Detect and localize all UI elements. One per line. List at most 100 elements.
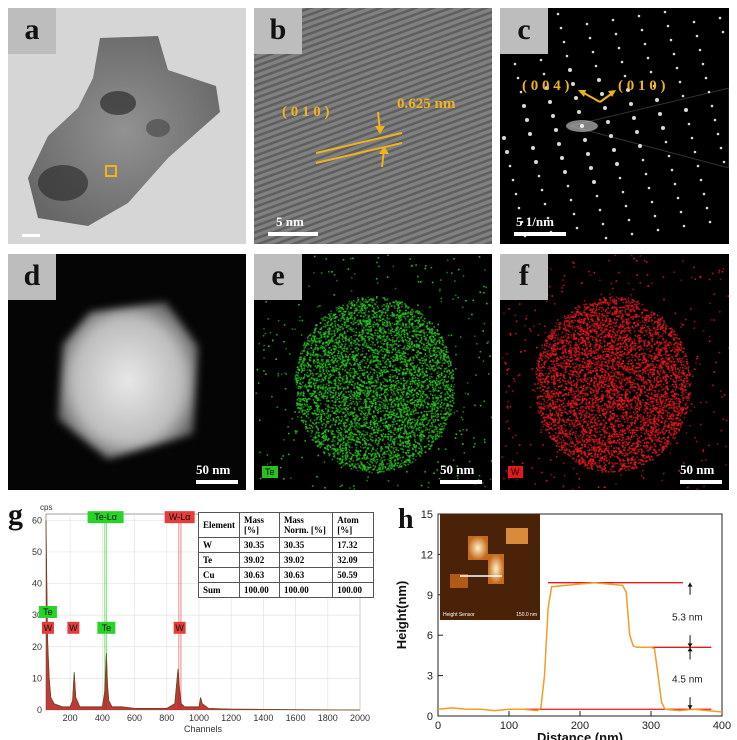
- table-cell: 100.00: [332, 582, 374, 598]
- table-header: Element: [198, 512, 240, 538]
- peak-tag: Te: [97, 621, 116, 634]
- x-tick-label: 100: [500, 720, 518, 732]
- panel-h: h 0 100 200 300 400 0 3 6 9 12 15 Distance (nm) Heig…: [384, 498, 734, 740]
- x-tick-label: 400: [95, 713, 110, 723]
- y-tick-label: 6: [427, 630, 433, 642]
- peak-tag: Te: [38, 606, 57, 618]
- scale-text-d: 50 nm: [196, 462, 231, 477]
- y-tick-label: 0: [37, 705, 42, 715]
- table-row: W 30.35 30.35 17.32: [198, 537, 374, 553]
- table-cell: 39.02: [278, 552, 334, 568]
- selection-box: [105, 165, 117, 177]
- eds-composition-table: Element Mass [%] Mass Norm. [%] Atom [%]…: [198, 512, 374, 598]
- scale-text-f: 50 nm: [680, 462, 715, 477]
- x-tick-label: 600: [127, 713, 142, 723]
- panel-label-e: e: [254, 254, 302, 300]
- table-row: Cu 30.63 30.63 50.59: [198, 567, 374, 583]
- scale-text-e: 50 nm: [440, 462, 475, 477]
- y-tick-label: 20: [32, 642, 42, 652]
- panel-g: g 200 400 600 800 1000 1200 1400 1600 1800 2000 0 1…: [8, 498, 380, 740]
- scale-bar-a: [22, 234, 40, 237]
- peak-tag-label: W-Lα: [169, 512, 191, 522]
- peak-tag-label: W: [44, 623, 53, 633]
- table-cell: 30.63: [278, 567, 334, 583]
- panel-a: a: [8, 8, 246, 244]
- panel-label-c: c: [500, 8, 548, 54]
- table-header: Mass [%]: [239, 512, 280, 538]
- peak-tag-label: W: [175, 623, 184, 633]
- panel-f: f W 50 nm: [500, 254, 729, 490]
- y-axis-label: cps: [40, 503, 52, 512]
- panel-b: b ( 0 1 0 ) 0.625 nm 5 nm: [254, 8, 492, 244]
- table-cell: 30.63: [239, 567, 280, 583]
- panel-e: e Te 50 nm: [254, 254, 492, 490]
- w-map-image: [500, 254, 729, 490]
- peak-tag-label: Te-Lα: [94, 512, 117, 522]
- table-header: Mass Norm. [%]: [278, 512, 334, 538]
- panel-label-f: f: [500, 254, 548, 300]
- x-tick-label: 200: [63, 713, 78, 723]
- panel-label-d: d: [8, 254, 56, 300]
- table-cell: 39.02: [239, 552, 280, 568]
- peak-tag: W-Lα: [164, 511, 195, 524]
- y-tick-label: 30: [32, 610, 42, 620]
- x-tick-label: 2000: [350, 713, 370, 723]
- table-cell: 50.59: [332, 567, 374, 583]
- height-annotation: 5.3 nm: [672, 612, 703, 623]
- peak-tag: W: [67, 621, 80, 634]
- x-axis-label: Channels: [184, 724, 223, 734]
- y-tick-label: 50: [32, 547, 42, 557]
- panel-d: d 50 nm: [8, 254, 246, 490]
- table-cell: Sum: [198, 582, 240, 598]
- x-tick-label: 1800: [318, 713, 338, 723]
- scale-text-c: 5 1/nm: [516, 214, 554, 229]
- height-arrow-head: [687, 582, 693, 587]
- panel-label-a: a: [8, 8, 56, 54]
- te-map-image: [254, 254, 492, 490]
- peak-tag: Te-Lα: [87, 511, 124, 524]
- peak-tag-label: W: [69, 623, 78, 633]
- spot-label-010: ( 0 1 0 ): [618, 78, 666, 94]
- table-cell: Cu: [198, 567, 240, 583]
- panel-label-h: h: [398, 504, 414, 535]
- y-tick-label: 60: [32, 515, 42, 525]
- table-cell: 100.00: [278, 582, 334, 598]
- height-profile-line: [437, 581, 723, 713]
- table-cell: 32.09: [332, 552, 374, 568]
- x-tick-label: 300: [642, 720, 660, 732]
- element-tag-w: W: [508, 466, 523, 478]
- y-tick-label: 9: [427, 590, 433, 602]
- scale-bar-c: [514, 232, 566, 236]
- y-tick-label: 12: [421, 549, 433, 561]
- scale-text-b: 5 nm: [276, 214, 304, 229]
- inset-scale: 150.0 nm: [516, 612, 537, 618]
- height-arrow-head: [687, 705, 693, 710]
- panel-label-b: b: [254, 8, 302, 54]
- y-tick-label: 15: [421, 509, 433, 521]
- y-tick-label: 0: [427, 711, 433, 723]
- x-tick-label: 1400: [253, 713, 273, 723]
- x-tick-label: 1200: [221, 713, 241, 723]
- height-arrow-head: [687, 647, 693, 652]
- x-tick-label: 800: [159, 713, 174, 723]
- x-tick-label: 200: [571, 720, 589, 732]
- y-tick-label: 3: [427, 671, 433, 683]
- scale-bar-e: [440, 480, 482, 484]
- x-tick-label: 1000: [189, 713, 209, 723]
- height-annotation: 4.5 nm: [672, 674, 703, 685]
- x-tick-label: 0: [435, 720, 441, 732]
- table-cell: 100.00: [239, 582, 280, 598]
- y-tick-label: 40: [32, 579, 42, 589]
- saed-arrows: [578, 90, 616, 103]
- scale-bar-b: [268, 232, 318, 236]
- x-tick-label: 1600: [286, 713, 306, 723]
- plane-label-b: ( 0 1 0 ): [282, 104, 330, 120]
- afm-inset-image: Height Sensor 150.0 nm: [440, 514, 540, 620]
- panel-label-g: g: [8, 498, 23, 531]
- element-tag-te: Te: [262, 466, 278, 478]
- table-cell: 30.35: [278, 537, 334, 553]
- afm-height-chart: 0 100 200 300 400 0 3 6 9 12 15 Distance (nm) Height…: [394, 509, 731, 740]
- scale-bar-f: [680, 480, 722, 484]
- y-tick-label: 10: [32, 673, 42, 683]
- x-tick-label: 400: [713, 720, 731, 732]
